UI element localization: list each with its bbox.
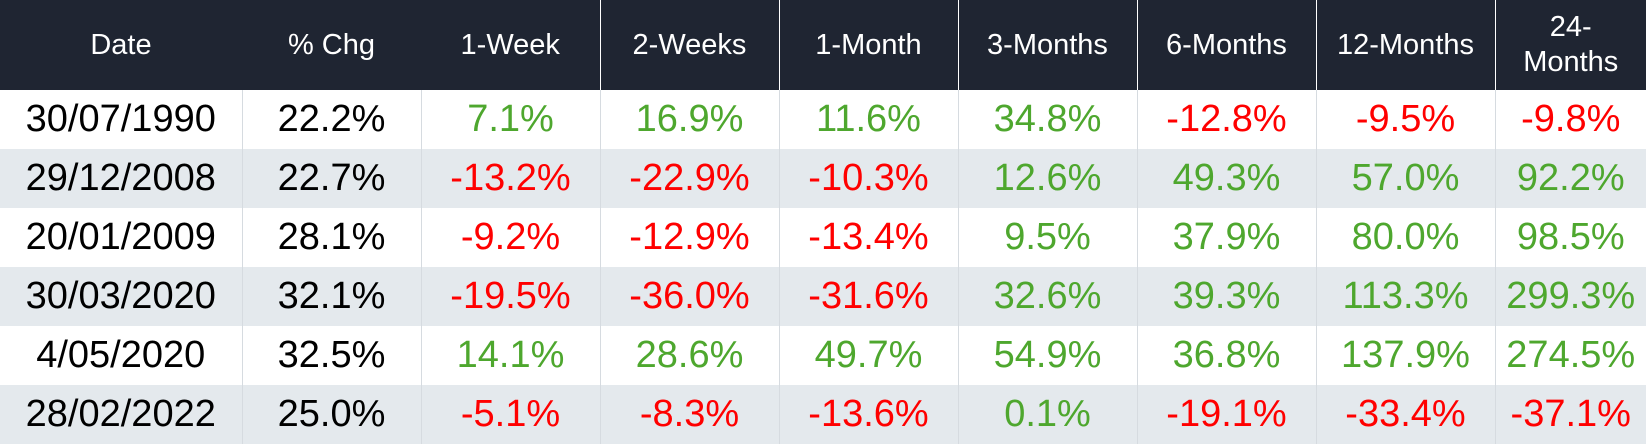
column-header-24-months-line-1: 24- bbox=[1549, 11, 1592, 44]
cell-1-month: -10.3% bbox=[779, 149, 959, 208]
cell-24-months: 274.5% bbox=[1495, 326, 1646, 385]
cell-24-months: 92.2% bbox=[1495, 149, 1646, 208]
cell-2-weeks: -8.3% bbox=[600, 385, 780, 444]
cell-24-months: 299.3% bbox=[1495, 267, 1646, 326]
cell-6-months: 39.3% bbox=[1137, 267, 1317, 326]
column-header-6-months: 6-Months bbox=[1137, 0, 1317, 90]
cell-1-week: -5.1% bbox=[421, 385, 601, 444]
table-row: 30/07/1990 22.2% 7.1% 16.9% 11.6% 34.8% -12.8%… bbox=[0, 90, 1646, 149]
cell-1-week: -9.2% bbox=[421, 208, 601, 267]
cell-1-month: 49.7% bbox=[779, 326, 959, 385]
cell-3-months: 12.6% bbox=[958, 149, 1138, 208]
cell-pct-chg: 22.2% bbox=[242, 90, 422, 149]
cell-12-months: -33.4% bbox=[1316, 385, 1496, 444]
cell-1-week: -19.5% bbox=[421, 267, 601, 326]
cell-pct-chg: 22.7% bbox=[242, 149, 422, 208]
table-row: 28/02/2022 25.0% -5.1% -8.3% -13.6% 0.1% -19.1… bbox=[0, 385, 1646, 444]
cell-1-week: 14.1% bbox=[421, 326, 601, 385]
cell-pct-chg: 25.0% bbox=[242, 385, 422, 444]
column-header-1-month: 1-Month bbox=[779, 0, 959, 90]
cell-12-months: 113.3% bbox=[1316, 267, 1496, 326]
column-header-2-weeks: 2-Weeks bbox=[600, 0, 780, 90]
cell-1-week: 7.1% bbox=[421, 90, 601, 149]
cell-24-months: -37.1% bbox=[1495, 385, 1646, 444]
cell-date: 28/02/2022 bbox=[0, 385, 243, 444]
cell-3-months: 34.8% bbox=[958, 90, 1138, 149]
cell-12-months: 80.0% bbox=[1316, 208, 1496, 267]
column-header-24-months: 24- Months bbox=[1495, 0, 1646, 90]
cell-pct-chg: 32.5% bbox=[242, 326, 422, 385]
cell-3-months: 54.9% bbox=[958, 326, 1138, 385]
cell-24-months: -9.8% bbox=[1495, 90, 1646, 149]
column-header-12-months: 12-Months bbox=[1316, 0, 1496, 90]
cell-2-weeks: 16.9% bbox=[600, 90, 780, 149]
table-row: 4/05/2020 32.5% 14.1% 28.6% 49.7% 54.9% 36.8% 1… bbox=[0, 326, 1646, 385]
table-header: Date % Chg 1-Week 2-Weeks 1-Month 3-Mont… bbox=[0, 0, 1646, 90]
cell-3-months: 9.5% bbox=[958, 208, 1138, 267]
cell-6-months: 37.9% bbox=[1137, 208, 1317, 267]
cell-24-months: 98.5% bbox=[1495, 208, 1646, 267]
cell-3-months: 0.1% bbox=[958, 385, 1138, 444]
cell-3-months: 32.6% bbox=[958, 267, 1138, 326]
cell-1-week: -13.2% bbox=[421, 149, 601, 208]
column-header-1-week: 1-Week bbox=[421, 0, 601, 90]
column-header-pct-chg: % Chg bbox=[242, 0, 421, 90]
cell-1-month: 11.6% bbox=[779, 90, 959, 149]
cell-2-weeks: -12.9% bbox=[600, 208, 780, 267]
table-row: 20/01/2009 28.1% -9.2% -12.9% -13.4% 9.5% 37.9… bbox=[0, 208, 1646, 267]
cell-6-months: -12.8% bbox=[1137, 90, 1317, 149]
cell-6-months: -19.1% bbox=[1137, 385, 1317, 444]
cell-date: 20/01/2009 bbox=[0, 208, 243, 267]
cell-1-month: -13.6% bbox=[779, 385, 959, 444]
cell-1-month: -31.6% bbox=[779, 267, 959, 326]
table-row: 30/03/2020 32.1% -19.5% -36.0% -31.6% 32.6% 39… bbox=[0, 267, 1646, 326]
cell-2-weeks: -36.0% bbox=[600, 267, 780, 326]
header-row: Date % Chg 1-Week 2-Weeks 1-Month 3-Mont… bbox=[0, 0, 1646, 90]
column-header-date: Date bbox=[0, 0, 242, 90]
cell-6-months: 36.8% bbox=[1137, 326, 1317, 385]
cell-pct-chg: 28.1% bbox=[242, 208, 422, 267]
cell-1-month: -13.4% bbox=[779, 208, 959, 267]
cell-date: 29/12/2008 bbox=[0, 149, 243, 208]
cell-12-months: -9.5% bbox=[1316, 90, 1496, 149]
column-header-24-months-line-2: Months bbox=[1523, 46, 1619, 78]
table-body: 30/07/1990 22.2% 7.1% 16.9% 11.6% 34.8% -12.8%… bbox=[0, 90, 1646, 444]
cell-2-weeks: -22.9% bbox=[600, 149, 780, 208]
cell-2-weeks: 28.6% bbox=[600, 326, 780, 385]
cell-12-months: 57.0% bbox=[1316, 149, 1496, 208]
column-header-3-months: 3-Months bbox=[958, 0, 1138, 90]
cell-12-months: 137.9% bbox=[1316, 326, 1496, 385]
cell-6-months: 49.3% bbox=[1137, 149, 1317, 208]
table-row: 29/12/2008 22.7% -13.2% -22.9% -10.3% 12.6% 49… bbox=[0, 149, 1646, 208]
cell-date: 30/03/2020 bbox=[0, 267, 243, 326]
cell-pct-chg: 32.1% bbox=[242, 267, 422, 326]
cell-date: 30/07/1990 bbox=[0, 90, 243, 149]
cell-date: 4/05/2020 bbox=[0, 326, 243, 385]
